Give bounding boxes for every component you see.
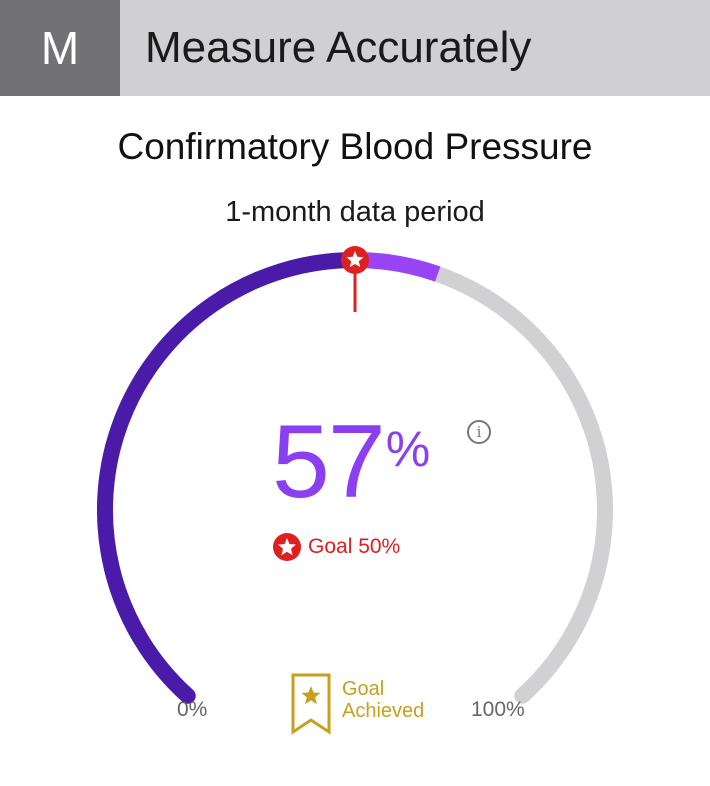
star-icon bbox=[273, 533, 301, 561]
card-title: Confirmatory Blood Pressure bbox=[117, 126, 593, 167]
goal-achieved-line1: Goal bbox=[342, 678, 385, 700]
info-icon[interactable]: i bbox=[467, 420, 491, 444]
header-title: Measure Accurately bbox=[145, 23, 532, 72]
goal-achieved-badge: Goal Achieved bbox=[290, 672, 424, 736]
measure-badge: M bbox=[0, 0, 120, 96]
goal-achieved-text: Goal Achieved bbox=[342, 678, 424, 722]
goal-label: Goal 50% bbox=[308, 535, 401, 558]
gauge-value-number: 57 bbox=[272, 404, 386, 520]
ribbon-star-icon bbox=[291, 673, 331, 735]
gauge-value-unit: % bbox=[385, 421, 431, 477]
goal-achieved-line2: Achieved bbox=[342, 700, 425, 722]
gauge-value: 57% bbox=[272, 410, 430, 514]
goal-indicator: Goal 50% bbox=[272, 532, 400, 562]
header-bar: M Measure Accurately bbox=[0, 0, 710, 96]
data-period-label: 1-month data period bbox=[225, 196, 485, 228]
gauge-progress-dark bbox=[96, 252, 363, 704]
gauge-min-label: 0% bbox=[177, 698, 208, 721]
gauge-max-label: 100% bbox=[471, 698, 525, 721]
goal-marker-star-icon bbox=[341, 246, 369, 274]
